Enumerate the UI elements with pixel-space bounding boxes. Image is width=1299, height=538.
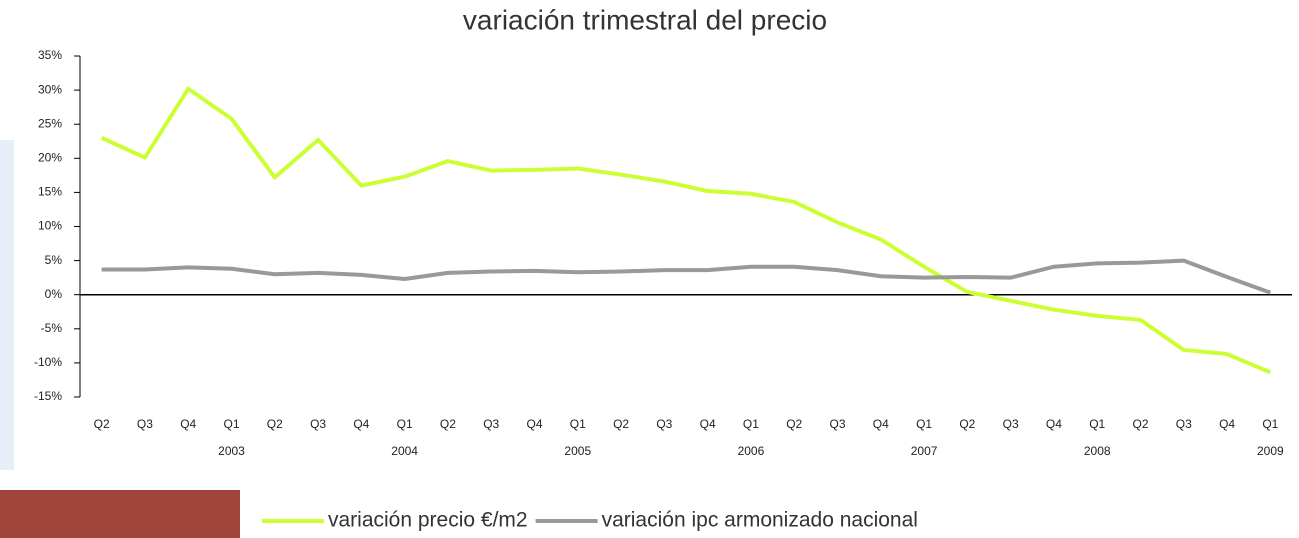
x-tick-label: Q2 xyxy=(94,417,110,431)
chart-title: variación trimestral del precio xyxy=(463,4,827,35)
x-tick-label: Q2 xyxy=(1132,417,1148,431)
x-tick-label: Q1 xyxy=(570,417,586,431)
legend-label: variación ipc armonizado nacional xyxy=(602,509,918,532)
y-tick-label: 35% xyxy=(38,48,62,62)
x-tick-label: Q3 xyxy=(1003,417,1019,431)
x-group-label: 2006 xyxy=(738,444,765,458)
x-group-label: 2003 xyxy=(218,444,245,458)
x-tick-label: Q3 xyxy=(310,417,326,431)
x-tick-label: Q2 xyxy=(440,417,456,431)
x-group-label: 2004 xyxy=(391,444,418,458)
x-tick-label: Q1 xyxy=(743,417,759,431)
x-tick-label: Q2 xyxy=(786,417,802,431)
x-tick-label: Q3 xyxy=(656,417,672,431)
x-tick-label: Q3 xyxy=(829,417,845,431)
decor xyxy=(0,140,14,470)
x-tick-label: Q2 xyxy=(267,417,283,431)
series-line xyxy=(102,89,1271,373)
x-tick-label: Q3 xyxy=(1176,417,1192,431)
y-tick-label: 30% xyxy=(38,82,62,96)
x-tick-label: Q4 xyxy=(180,417,196,431)
y-tick-label: 15% xyxy=(38,185,62,199)
x-tick-label: Q4 xyxy=(1219,417,1235,431)
x-group-label: 2009 xyxy=(1257,444,1284,458)
x-tick-label: Q4 xyxy=(1046,417,1062,431)
decor-image xyxy=(0,490,240,538)
legend-label: variación precio €/m2 xyxy=(328,509,528,532)
chart: variación trimestral del precio -15% -10%… xyxy=(0,0,1299,538)
x-tick-label: Q4 xyxy=(700,417,716,431)
x-tick-label: Q1 xyxy=(223,417,239,431)
y-tick-label: 25% xyxy=(38,116,62,130)
x-tick-label: Q1 xyxy=(916,417,932,431)
y-tick-label: -10% xyxy=(34,355,62,369)
x-tick-label: Q2 xyxy=(959,417,975,431)
x-group-label: 2005 xyxy=(564,444,591,458)
series-line xyxy=(102,261,1271,293)
y-tick-label: 20% xyxy=(38,150,62,164)
y-tick-label: 5% xyxy=(45,253,63,267)
y-tick-label: 0% xyxy=(45,287,63,301)
x-group-label: 2007 xyxy=(911,444,938,458)
y-tick-label: -15% xyxy=(34,389,62,403)
x-tick-label: Q3 xyxy=(483,417,499,431)
x-tick-label: Q3 xyxy=(137,417,153,431)
y-tick-label: 10% xyxy=(38,219,62,233)
x-tick-label: Q1 xyxy=(397,417,413,431)
x-tick-label: Q1 xyxy=(1089,417,1105,431)
x-tick-label: Q2 xyxy=(613,417,629,431)
x-tick-label: Q4 xyxy=(873,417,889,431)
y-tick-label: -5% xyxy=(41,321,63,335)
x-tick-label: Q1 xyxy=(1262,417,1278,431)
x-group-label: 2008 xyxy=(1084,444,1111,458)
x-tick-label: Q4 xyxy=(526,417,542,431)
x-tick-label: Q4 xyxy=(353,417,369,431)
